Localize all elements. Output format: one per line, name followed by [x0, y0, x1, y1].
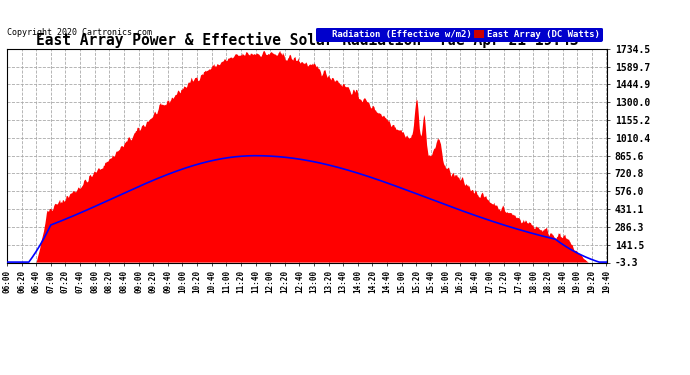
Text: Copyright 2020 Cartronics.com: Copyright 2020 Cartronics.com — [7, 28, 152, 37]
Legend: Radiation (Effective w/m2), East Array (DC Watts): Radiation (Effective w/m2), East Array (… — [316, 28, 602, 42]
Title: East Array Power & Effective Solar Radiation  Tue Apr 21 19:43: East Array Power & Effective Solar Radia… — [36, 32, 578, 48]
